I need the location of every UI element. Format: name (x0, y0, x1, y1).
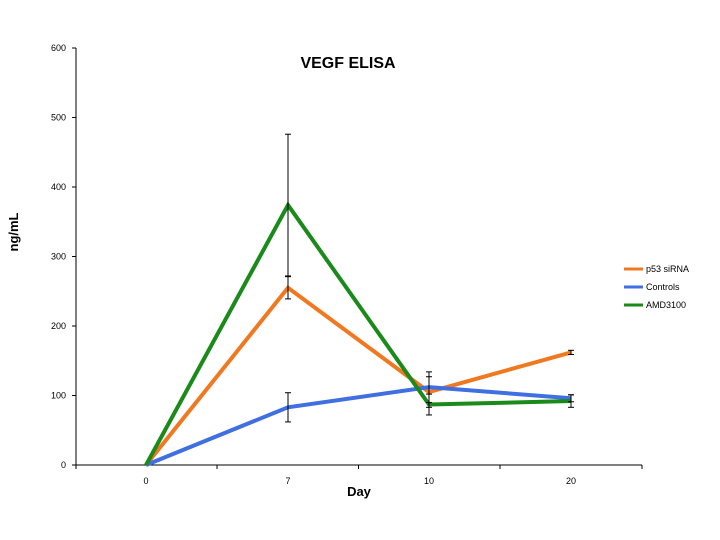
series-layer (144, 133, 574, 467)
y-tick-label: 100 (51, 391, 66, 401)
x-tick-label: 20 (566, 476, 576, 486)
legend: p53 siRNA Controls AMD3100 (624, 264, 689, 310)
series-line-controls (145, 385, 572, 467)
y-tick-label: 300 (51, 252, 66, 262)
legend-label-p53-sirna: p53 siRNA (646, 264, 689, 274)
axes: 0 100 200 300 400 500 600 0 7 10 20 (51, 43, 643, 486)
series-line-p53-sirna (144, 285, 572, 467)
x-tick-label: 7 (285, 476, 290, 486)
x-tick-label: 0 (143, 476, 148, 486)
legend-label-controls: Controls (646, 282, 680, 292)
y-tick-label: 500 (51, 113, 66, 123)
x-tick-label: 10 (424, 476, 434, 486)
x-axis-title: Day (347, 484, 372, 499)
series-line-amd3100 (144, 201, 572, 466)
y-tick-label: 400 (51, 182, 66, 192)
y-axis-title: ng/mL (6, 212, 21, 251)
legend-label-amd3100: AMD3100 (646, 300, 686, 310)
chart-title: VEGF ELISA (300, 55, 396, 72)
y-tick-label: 600 (51, 43, 66, 53)
y-tick-label: 200 (51, 321, 66, 331)
y-tick-label: 0 (61, 460, 66, 470)
